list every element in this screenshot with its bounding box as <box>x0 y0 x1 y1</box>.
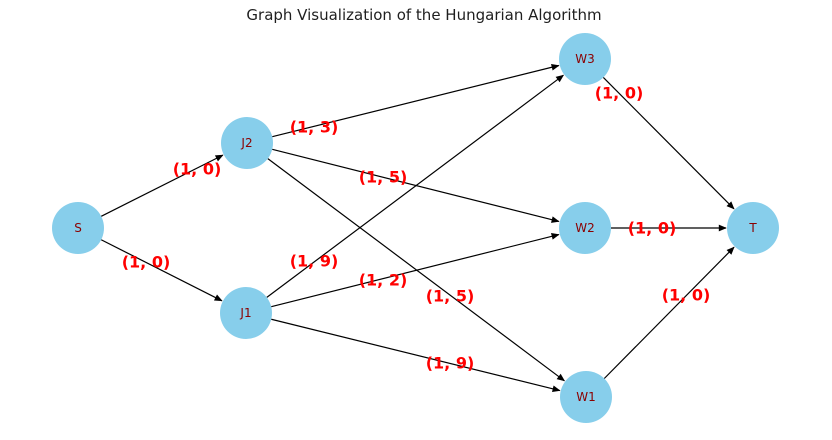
edge-label-W1-T: (1, 0) <box>662 286 711 305</box>
edge-label-J2-W1: (1, 5) <box>426 287 475 306</box>
edge-label-J2-W3: (1, 3) <box>290 118 339 137</box>
edge-label-S-J1: (1, 0) <box>122 253 171 272</box>
node-J2 <box>221 117 273 169</box>
node-label-T: T <box>748 221 757 235</box>
edges-layer <box>100 63 735 393</box>
node-label-S: S <box>74 221 82 235</box>
edge-J2-W3 <box>272 63 560 138</box>
edge-label-W2-T: (1, 0) <box>628 219 677 238</box>
node-label-W2: W2 <box>575 221 595 235</box>
edge-label-J1-W1: (1, 9) <box>426 354 475 373</box>
nodes-layer: S J2 J1 W3 W2 W1 T <box>52 33 779 423</box>
edge-J1-W2 <box>271 233 560 308</box>
edge-label-W3-T: (1, 0) <box>595 84 644 103</box>
node-T <box>727 202 779 254</box>
edge-S-J1 <box>100 239 223 302</box>
chart-title: Graph Visualization of the Hungarian Alg… <box>246 6 602 24</box>
edge-label-J1-W2: (1, 2) <box>359 271 408 290</box>
node-W1 <box>560 371 612 423</box>
edge-W1-T <box>603 246 735 379</box>
node-label-J2: J2 <box>240 136 252 150</box>
node-W3 <box>559 33 611 85</box>
edge-label-S-J2: (1, 0) <box>173 160 222 179</box>
node-J1 <box>220 287 272 339</box>
edge-J1-W3 <box>266 74 565 298</box>
edge-label-J1-W3: (1, 9) <box>290 252 339 271</box>
node-label-J1: J1 <box>239 306 251 320</box>
edge-labels-layer: (1, 0) (1, 0) (1, 3) (1, 5) (1, 5) (1, 9) (1, … <box>122 84 711 373</box>
node-S <box>52 202 104 254</box>
edge-J2-W1 <box>267 158 566 382</box>
edge-label-J2-W2: (1, 5) <box>359 168 408 187</box>
node-W2 <box>559 202 611 254</box>
edge-J1-W1 <box>271 318 561 393</box>
edge-S-J2 <box>100 154 224 217</box>
node-label-W3: W3 <box>575 52 595 66</box>
node-label-W1: W1 <box>576 390 596 404</box>
edge-W3-T <box>602 77 735 210</box>
